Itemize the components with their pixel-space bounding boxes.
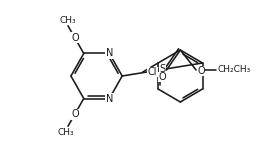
Text: O: O [71, 109, 79, 119]
Text: CH₂CH₃: CH₂CH₃ [218, 65, 251, 75]
Text: CH₃: CH₃ [58, 128, 74, 137]
Text: O: O [197, 66, 205, 76]
Text: CH₃: CH₃ [60, 16, 76, 25]
Text: N: N [106, 94, 113, 103]
Text: N: N [106, 49, 113, 59]
Text: S: S [159, 65, 166, 75]
Text: O: O [159, 72, 166, 82]
Text: O: O [71, 33, 79, 43]
Text: Cl: Cl [148, 67, 157, 77]
